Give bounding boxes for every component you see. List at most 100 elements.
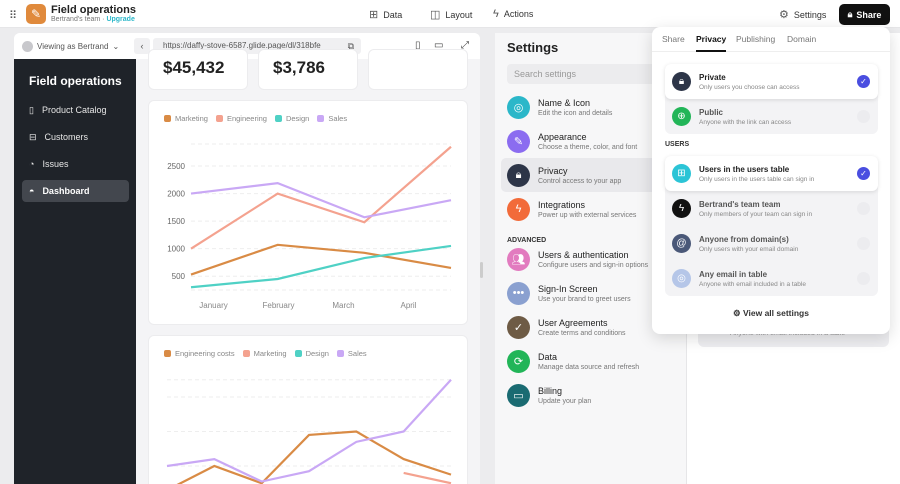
option-any-email-in-table[interactable]: ◎ Any email in table Anyone with email inc… xyxy=(665,261,878,296)
radio-empty[interactable] xyxy=(857,110,870,123)
tab-publishing[interactable]: Publishing xyxy=(736,34,776,44)
inbox-icon: ⊟ xyxy=(29,131,37,142)
legend-swatch xyxy=(274,115,282,122)
series-line-engineering-costs xyxy=(176,430,452,484)
settings-item-user-agreements[interactable]: ✓ User Agreements Create terms and conditi… xyxy=(501,310,686,344)
series-line-design xyxy=(190,244,452,289)
nav-layout[interactable]: ◫ Layout xyxy=(430,8,472,21)
nav-actions-label: Actions xyxy=(503,9,534,19)
legend-label: Marketing xyxy=(253,349,287,358)
option-title: Public xyxy=(699,107,724,117)
settings-item-icon: 👥︎ xyxy=(507,247,530,271)
apps-grid-icon[interactable]: ⠿ xyxy=(9,10,17,22)
access-options: 🔒︎ Private Only users you choose can acces… xyxy=(665,64,878,134)
settings-item-billing[interactable]: ▭ Billing Update your plan xyxy=(501,378,686,412)
y-tick-label: 2000 xyxy=(167,190,185,199)
tablet-view-icon[interactable]: ▭ xyxy=(434,40,444,51)
legend-label: Sales xyxy=(328,114,348,123)
option-icon: ϟ xyxy=(672,199,691,218)
tab-share[interactable]: Share xyxy=(662,34,685,44)
team-name: Bertrand's team xyxy=(51,16,101,23)
app-preview: Viewing as Bertrand ⌄ ‹ https://daffy-sto… xyxy=(14,33,480,484)
settings-item-users-authentication[interactable]: 👥︎ Users & authentication Configure users … xyxy=(501,242,686,276)
settings-item-data[interactable]: ⟳ Data Manage data source and refresh xyxy=(501,344,686,378)
settings-item-subtitle: Use your brand to greet users xyxy=(538,295,631,303)
settings-item-title: Privacy xyxy=(538,165,568,176)
check-icon[interactable]: ✓ xyxy=(857,75,870,88)
option-icon: @ xyxy=(672,234,691,253)
radio-empty[interactable] xyxy=(857,202,870,215)
option-subtitle: Only members of your team can sign in xyxy=(699,210,813,218)
external-link-icon[interactable]: ⧉ xyxy=(347,41,354,51)
expand-icon[interactable]: ⤢ xyxy=(461,40,469,51)
settings-button[interactable]: ⚙ Settings xyxy=(779,8,826,21)
option-title: Private xyxy=(699,72,726,82)
sidebar-item-dashboard[interactable]: ◓ Dashboard xyxy=(22,180,129,202)
option-public[interactable]: ⊕ Public Anyone with the link can access xyxy=(665,99,878,134)
tab-domain[interactable]: Domain xyxy=(787,34,817,44)
nav-data[interactable]: ⊞ Data xyxy=(369,8,402,21)
top-bar: ⠿ ✎ Field operations Bertrand's team · U… xyxy=(0,0,900,28)
legend-item: Engineering costs xyxy=(164,349,235,358)
settings-item-integrations[interactable]: ϟ Integrations Power up with external serv… xyxy=(501,192,686,226)
settings-item-subtitle: Edit the icon and details xyxy=(538,109,613,117)
view-all-label: View all settings xyxy=(743,308,809,318)
sidebar-item-issues[interactable]: ◔ Issues xyxy=(22,153,129,175)
y-tick-label: 1500 xyxy=(167,217,185,226)
settings-item-name-icon[interactable]: ◎ Name & Icon Edit the icon and details xyxy=(501,90,686,124)
option-icon: ⊞ xyxy=(672,164,691,183)
settings-item-icon: ϟ xyxy=(507,197,530,221)
y-tick-label: 500 xyxy=(172,272,186,281)
settings-item-subtitle: Create terms and conditions xyxy=(538,329,626,337)
settings-item-sign-in-screen[interactable]: ••• Sign-In Screen Use your brand to greet… xyxy=(501,276,686,310)
app-logo[interactable]: ✎ xyxy=(26,4,46,24)
legend-item: Marketing xyxy=(164,114,208,123)
option-subtitle: Anyone with the link can access xyxy=(699,118,792,126)
legend-swatch xyxy=(164,115,171,122)
sidebar-item-customers[interactable]: ⊟ Customers xyxy=(22,126,129,148)
option-anyone-from-domain-s-[interactable]: @ Anyone from domain(s) Only users with yo… xyxy=(665,226,878,261)
sidebar-item-label: Customers xyxy=(44,132,89,142)
sidebar-item-label: Issues xyxy=(42,159,69,169)
viewing-as-label: Viewing as Bertrand xyxy=(37,42,109,51)
option-title: Any email in table xyxy=(699,269,768,279)
option-icon: ⊕ xyxy=(672,107,691,126)
advanced-section-label: ADVANCED xyxy=(507,237,547,244)
series-line-marketing xyxy=(403,471,452,484)
phone-view-icon[interactable]: ▯ xyxy=(415,40,421,51)
radio-empty[interactable] xyxy=(857,272,870,285)
lock-icon: 🔒︎ xyxy=(847,9,853,19)
settings-item-icon: ⟳ xyxy=(507,349,530,373)
tab-privacy[interactable]: Privacy xyxy=(696,34,727,52)
share-button[interactable]: 🔒︎ Share xyxy=(839,4,890,25)
option-private[interactable]: 🔒︎ Private Only users you choose can acces… xyxy=(665,64,878,99)
sidebar-item-product-catalog[interactable]: ▯ Product Catalog xyxy=(22,99,129,121)
kpi-value: $3,786 xyxy=(273,58,325,77)
settings-label: Settings xyxy=(793,9,827,20)
url-text: https://daffy-stove-6587.glide.page/dl/3… xyxy=(163,41,321,50)
nav-actions[interactable]: ϟ Actions xyxy=(493,8,533,20)
resize-handle[interactable] xyxy=(480,262,483,278)
x-tick-label: January xyxy=(199,301,227,310)
line-chart-1: 500 1000 1500 2000 2500 January February March A… xyxy=(167,143,452,310)
nav-layout-label: Layout xyxy=(445,9,473,20)
legend-swatch xyxy=(242,350,250,357)
check-icon[interactable]: ✓ xyxy=(857,167,870,180)
settings-item-icon: 🔒︎ xyxy=(507,163,530,187)
settings-item-appearance[interactable]: ✎ Appearance Choose a theme, color, and fo… xyxy=(501,124,686,158)
legend-label: Sales xyxy=(347,349,367,358)
viewing-as-dropdown[interactable]: Viewing as Bertrand ⌄ xyxy=(22,41,119,52)
kpi-card: $3,786 xyxy=(258,49,358,90)
view-all-settings-button[interactable]: ⚙ View all settings xyxy=(652,308,890,319)
radio-empty[interactable] xyxy=(857,237,870,250)
x-tick-label: March xyxy=(332,301,354,310)
option-users-in-the-users-table[interactable]: ⊞ Users in the users table Only users in t… xyxy=(665,156,878,191)
chart-card-1: Marketing Engineering Design Sales 500 1000 1… xyxy=(148,100,468,325)
option-bertrand-s-team-team[interactable]: ϟ Bertrand's team team Only members of you… xyxy=(665,191,878,226)
search-settings-input[interactable]: Search settings xyxy=(507,64,682,84)
app-sidebar: Field operations ▯ Product Catalog ⊟ Custo… xyxy=(14,59,136,484)
option-title: Users in the users table xyxy=(699,164,790,174)
upgrade-link[interactable]: Upgrade xyxy=(106,16,135,23)
settings-item-title: Billing xyxy=(538,385,563,396)
back-button[interactable]: ‹ xyxy=(134,38,150,54)
